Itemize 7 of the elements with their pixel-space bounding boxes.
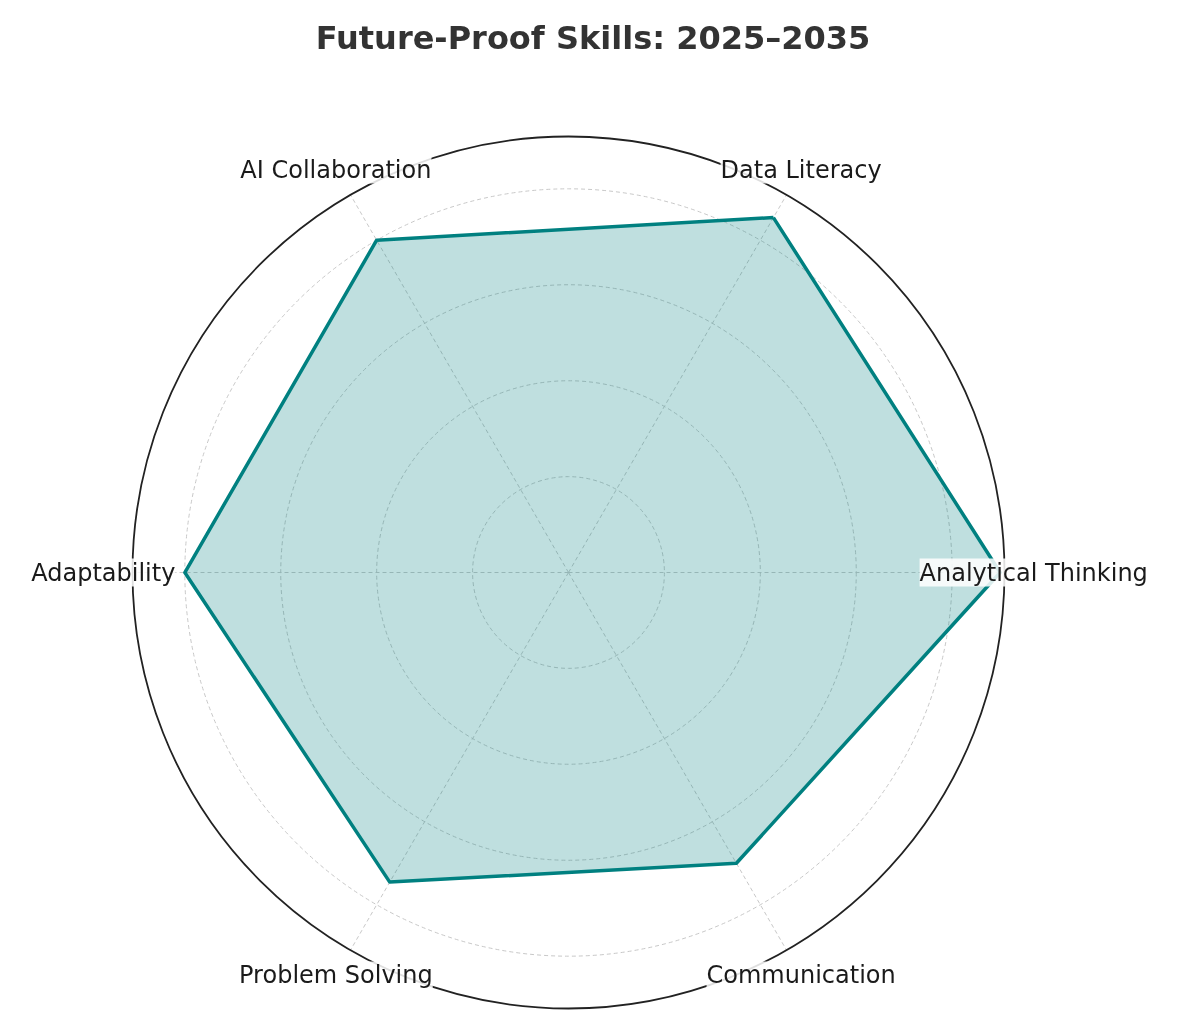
spoke-label: AI Collaboration — [240, 155, 432, 184]
spoke-label: Data Literacy — [720, 155, 882, 184]
spoke-label: Communication — [706, 961, 896, 990]
chart-title: Future-Proof Skills: 2025–2035 — [315, 18, 871, 57]
spoke-label: Adaptability — [31, 558, 176, 587]
spoke-label: Problem Solving — [239, 961, 433, 990]
spoke-label: Analytical Thinking — [919, 558, 1148, 587]
